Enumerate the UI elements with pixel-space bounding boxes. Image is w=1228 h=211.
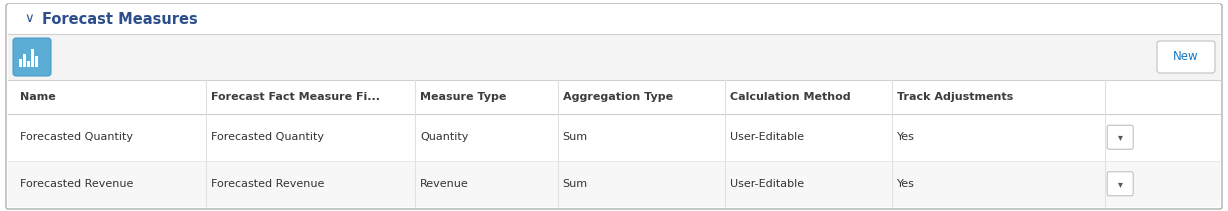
Text: Forecast Fact Measure Fi...: Forecast Fact Measure Fi... (211, 92, 381, 102)
Text: Yes: Yes (896, 179, 915, 189)
FancyBboxPatch shape (1108, 125, 1133, 149)
Text: Measure Type: Measure Type (420, 92, 506, 102)
FancyBboxPatch shape (6, 4, 1222, 209)
FancyBboxPatch shape (1108, 172, 1133, 196)
Text: Name: Name (20, 92, 55, 102)
Text: Yes: Yes (896, 132, 915, 142)
Text: Aggregation Type: Aggregation Type (562, 92, 673, 102)
FancyBboxPatch shape (14, 38, 52, 76)
Text: New: New (1173, 50, 1199, 64)
Text: Forecasted Quantity: Forecasted Quantity (20, 132, 133, 142)
Text: Sum: Sum (562, 132, 588, 142)
Bar (9, 114, 1219, 161)
Text: Forecasted Revenue: Forecasted Revenue (20, 179, 133, 189)
Text: Calculation Method: Calculation Method (729, 92, 850, 102)
Bar (34, 56, 38, 67)
Text: Forecasted Quantity: Forecasted Quantity (211, 132, 324, 142)
Bar (18, 59, 22, 67)
Text: User-Editable: User-Editable (729, 132, 803, 142)
Text: Forecasted Revenue: Forecasted Revenue (211, 179, 324, 189)
Text: ▾: ▾ (1117, 132, 1122, 142)
Text: User-Editable: User-Editable (729, 179, 803, 189)
Bar (9, 34, 1219, 80)
Bar (9, 161, 1219, 207)
Text: Quantity: Quantity (420, 132, 468, 142)
Bar (22, 54, 26, 67)
Text: ▾: ▾ (1117, 179, 1122, 189)
Text: Forecast Measures: Forecast Measures (42, 12, 198, 27)
Text: ∨: ∨ (25, 12, 33, 26)
Bar (9, 4, 1219, 34)
Text: Sum: Sum (562, 179, 588, 189)
Bar (9, 80, 1219, 114)
Bar (27, 61, 29, 67)
Text: Track Adjustments: Track Adjustments (896, 92, 1013, 102)
FancyBboxPatch shape (1157, 41, 1214, 73)
Bar (31, 49, 34, 67)
Text: Revenue: Revenue (420, 179, 469, 189)
